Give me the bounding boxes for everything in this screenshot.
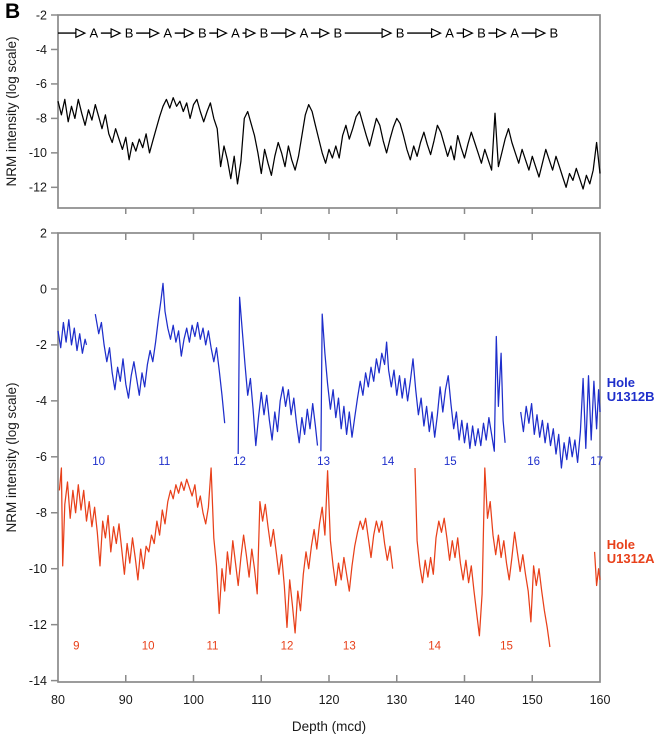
arrow-head-icon bbox=[149, 27, 161, 39]
x-tick-label: 120 bbox=[319, 693, 340, 707]
arrow-head-icon bbox=[430, 27, 442, 39]
ab-sequence-label: B bbox=[333, 26, 342, 41]
core-number-label: 13 bbox=[317, 456, 330, 468]
ab-sequence-label: A bbox=[300, 26, 309, 41]
arrow-head-icon bbox=[285, 27, 297, 39]
y-tick-label: 2 bbox=[40, 226, 47, 240]
ab-sequence-label: A bbox=[231, 26, 240, 41]
hole-label: U1312A bbox=[607, 551, 655, 566]
ab-sequence-label: A bbox=[445, 26, 454, 41]
hole-label: U1312B bbox=[607, 389, 655, 404]
y-axis-label: NRM intensity (log scale) bbox=[4, 36, 19, 186]
y-tick-label: -2 bbox=[36, 8, 47, 22]
core-number-label: 16 bbox=[527, 456, 540, 468]
x-tick-label: 110 bbox=[251, 693, 271, 707]
series-line-hole-u1312b bbox=[237, 296, 319, 455]
core-number-label: 15 bbox=[444, 456, 457, 468]
y-tick-label: -8 bbox=[36, 112, 47, 126]
series-line-hole-u1312b bbox=[94, 282, 226, 424]
x-tick-label: 140 bbox=[454, 693, 475, 707]
y-tick-label: -6 bbox=[36, 450, 47, 464]
ab-sequence-label: A bbox=[163, 26, 172, 41]
core-number-label: 15 bbox=[500, 641, 513, 653]
figure-panel-label: B bbox=[5, 0, 21, 23]
y-tick-label: -12 bbox=[29, 181, 47, 195]
core-number-label: 12 bbox=[233, 456, 246, 468]
ab-sequence-label: B bbox=[550, 26, 559, 41]
series-line-hole-u1312a bbox=[58, 467, 394, 634]
core-number-label: 14 bbox=[428, 641, 441, 653]
core-number-label: 11 bbox=[206, 641, 218, 653]
arrow-head-icon bbox=[381, 27, 393, 39]
x-tick-label: 130 bbox=[386, 693, 407, 707]
arrow-head-icon bbox=[75, 27, 87, 39]
series-line-hole-u1312b bbox=[520, 375, 601, 469]
core-number-label: 10 bbox=[142, 641, 155, 653]
core-number-label: 17 bbox=[590, 456, 603, 468]
y-axis-label: NRM intensity (log scale) bbox=[4, 382, 19, 532]
ab-sequence-label: B bbox=[125, 26, 134, 41]
y-tick-label: -10 bbox=[29, 562, 47, 576]
y-tick-label: -12 bbox=[29, 618, 47, 632]
arrow-head-icon bbox=[319, 27, 331, 39]
y-tick-label: -4 bbox=[36, 43, 47, 57]
y-tick-label: -8 bbox=[36, 506, 47, 520]
hole-label: Hole bbox=[607, 375, 635, 390]
panel-top: -2 -4 -6 -8 -10 -12 NRM intensity (log scale) A… bbox=[4, 8, 601, 214]
core-number-label: 11 bbox=[158, 456, 170, 468]
ab-sequence-label: B bbox=[198, 26, 207, 41]
arrow-head-icon bbox=[216, 27, 228, 39]
core-number-label: 13 bbox=[343, 641, 356, 653]
plot-border bbox=[57, 14, 601, 209]
y-tick-label: -2 bbox=[36, 338, 47, 352]
ab-sequence-label: B bbox=[477, 26, 486, 41]
panel-bottom: 2 0 -2 -4 -6 -8 -10 -12 -14 80 90 100 110 120 130 140 15… bbox=[4, 226, 655, 734]
y-tick-label: 0 bbox=[40, 282, 47, 296]
series-line-hole-u1312b bbox=[57, 319, 88, 354]
series-line-nrm-spliced-record bbox=[57, 97, 601, 190]
y-tick-label: -6 bbox=[36, 77, 47, 91]
x-tick-label: 160 bbox=[590, 693, 611, 707]
x-tick-label: 100 bbox=[183, 693, 204, 707]
ab-sequence-label: A bbox=[90, 26, 99, 41]
x-axis-label: Depth (mcd) bbox=[292, 719, 366, 734]
core-number-label: 9 bbox=[73, 641, 79, 653]
x-tick-label: 80 bbox=[51, 693, 65, 707]
series-line-hole-u1312a bbox=[593, 551, 601, 587]
ab-sequence-label: B bbox=[396, 26, 405, 41]
series-line-hole-u1312b bbox=[320, 313, 506, 452]
core-number-label: 12 bbox=[281, 641, 294, 653]
x-tick-label: 90 bbox=[119, 693, 133, 707]
y-tick-label: -10 bbox=[29, 146, 47, 160]
x-tick-label: 150 bbox=[522, 693, 543, 707]
arrow-head-icon bbox=[496, 27, 508, 39]
arrow-head-icon bbox=[535, 27, 547, 39]
arrow-head-icon bbox=[245, 27, 257, 39]
core-number-label: 10 bbox=[92, 456, 105, 468]
y-tick-label: -4 bbox=[36, 394, 47, 408]
arrow-head-icon bbox=[110, 27, 122, 39]
arrow-head-icon bbox=[183, 27, 195, 39]
hole-label: Hole bbox=[607, 537, 635, 552]
arrow-head-icon bbox=[462, 27, 474, 39]
y-tick-label: -14 bbox=[29, 674, 47, 688]
ab-sequence-label: A bbox=[510, 26, 519, 41]
ab-sequence-label: B bbox=[260, 26, 269, 41]
core-number-label: 14 bbox=[382, 456, 395, 468]
series-line-hole-u1312a bbox=[414, 467, 551, 648]
